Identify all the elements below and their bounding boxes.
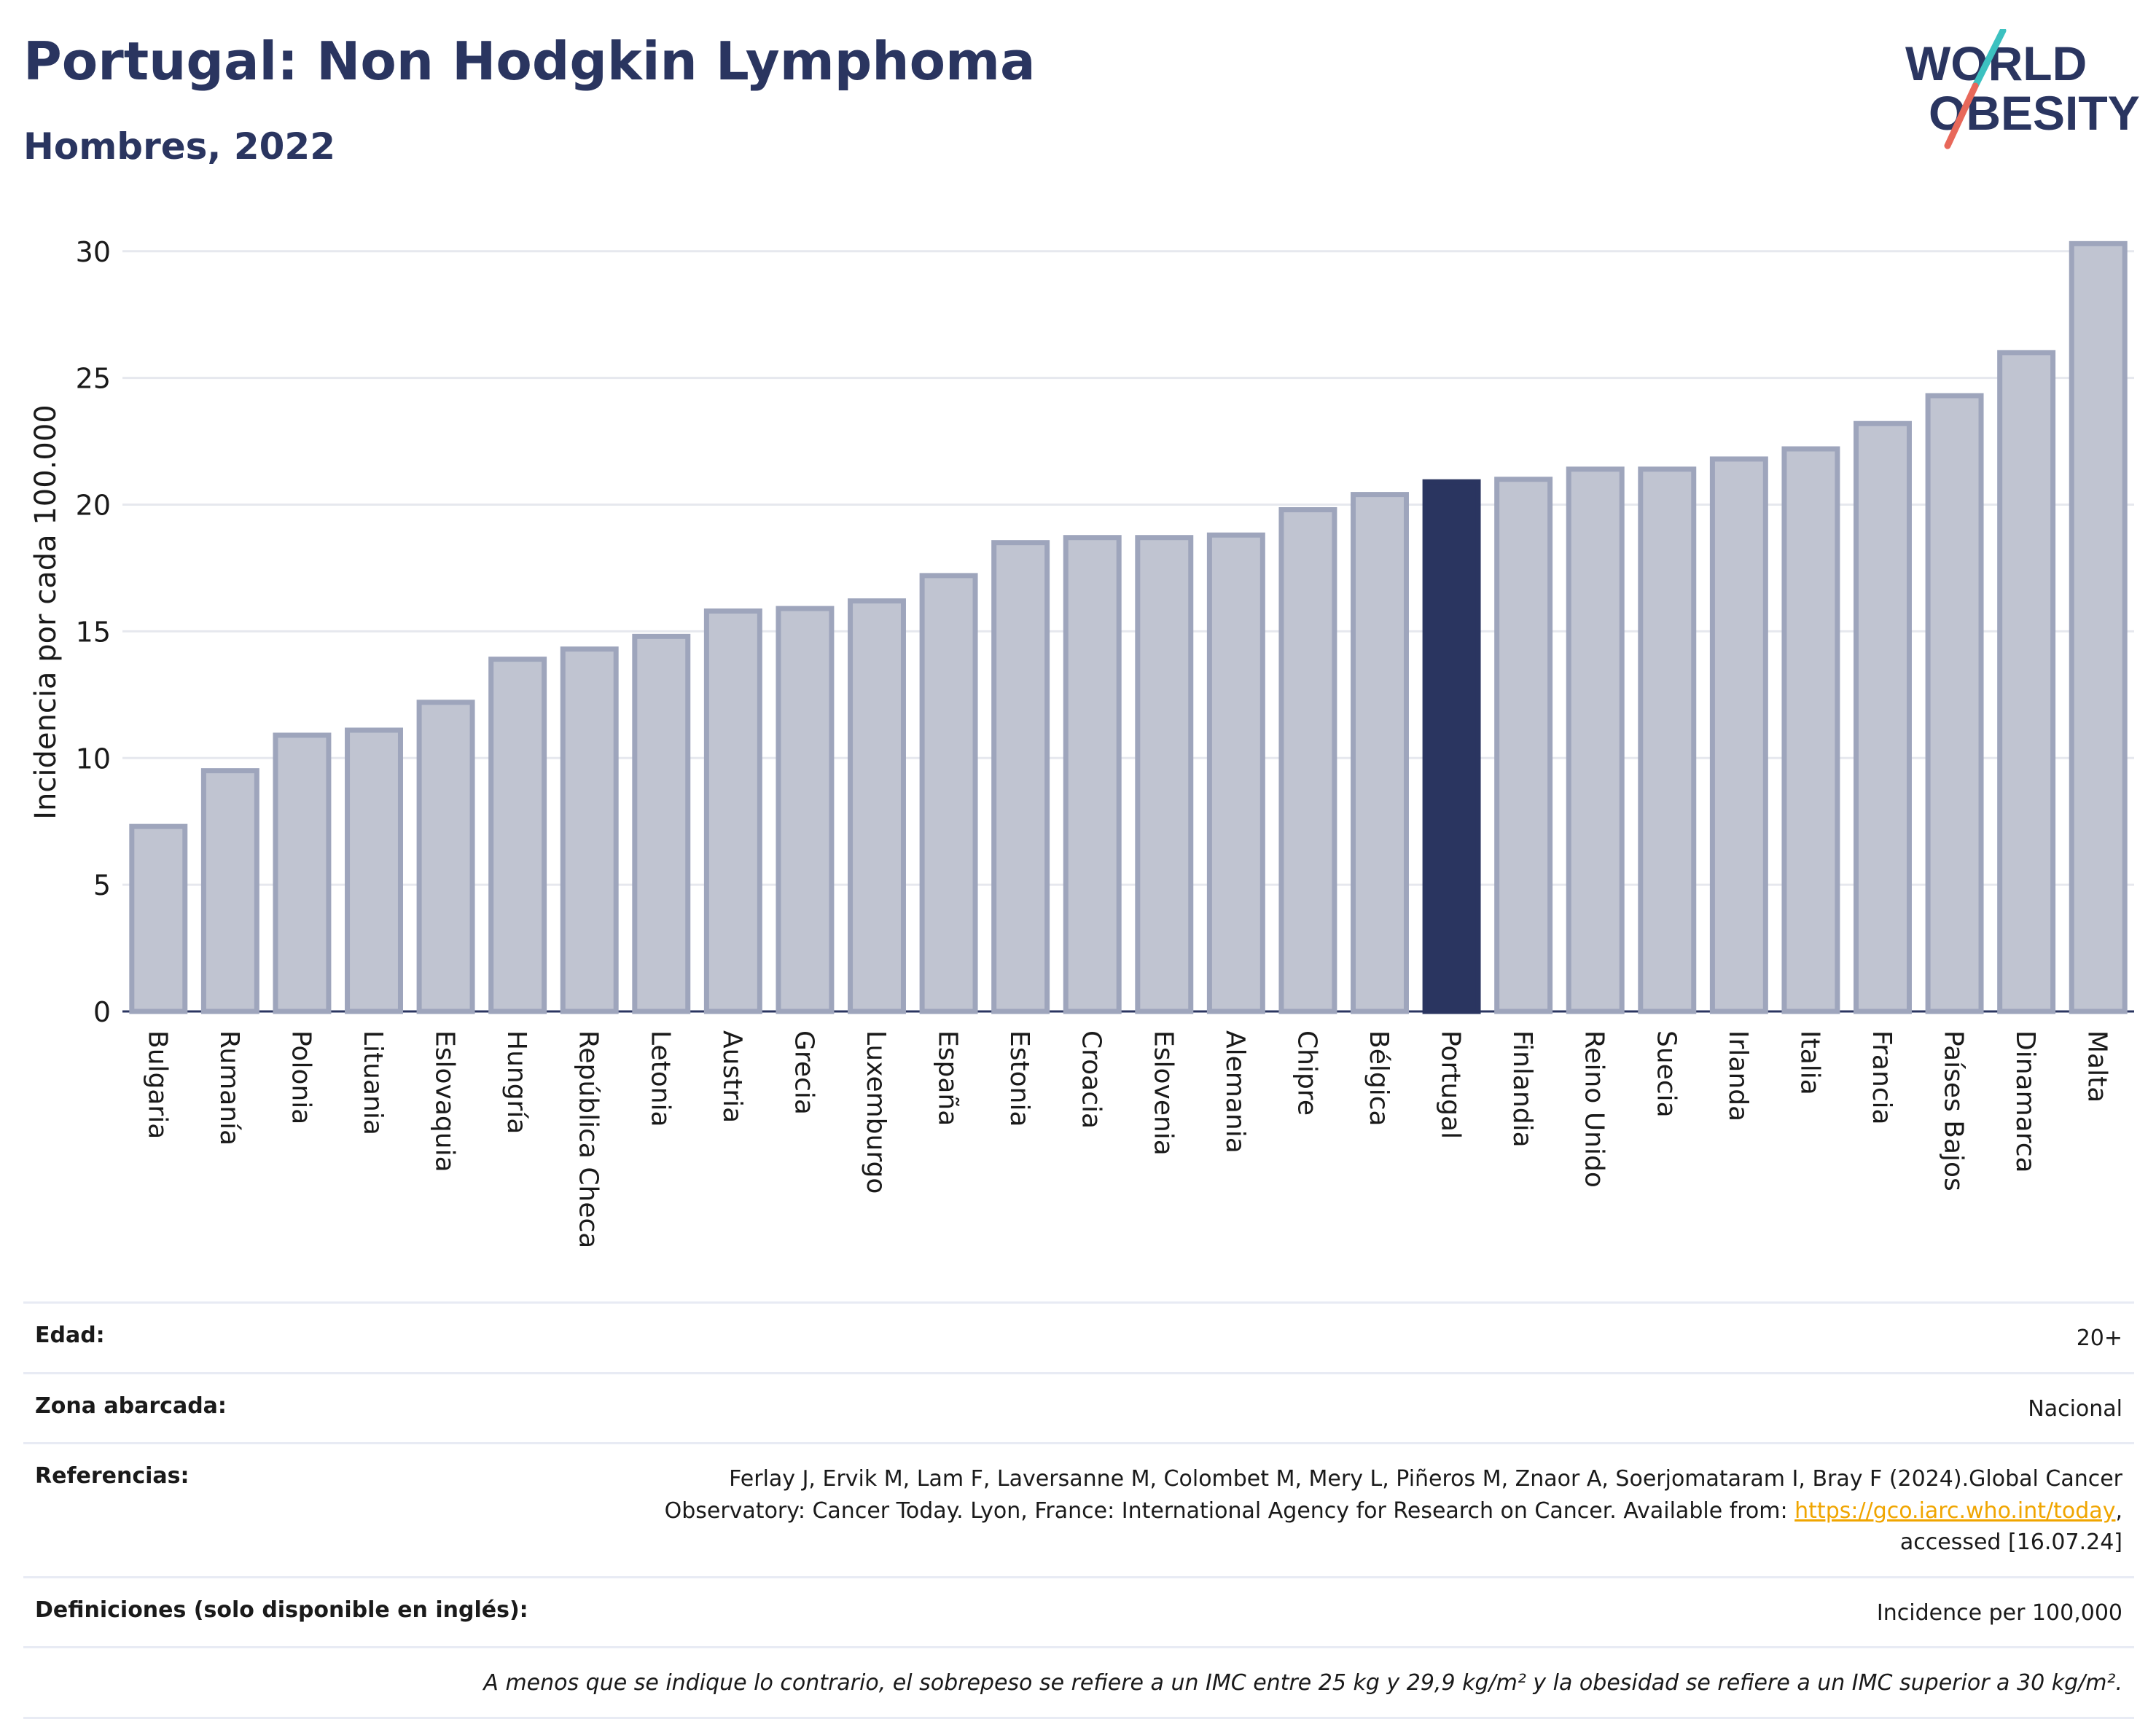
y-tick-label: 0 [93, 996, 111, 1028]
x-tick-label: Dinamarca [2010, 1030, 2040, 1173]
x-tick-label: Chipre [1292, 1030, 1321, 1116]
y-tick-label: 5 [93, 869, 111, 901]
obesity-note: A menos que se indique lo contrario, el … [483, 1670, 2122, 1696]
metadata-table: Edad: 20+ Zona abarcada: Nacional Refere… [23, 1301, 2134, 1719]
meta-row-references: Referencias: Ferlay J, Ervik M, Lam F, L… [23, 1442, 2134, 1576]
page-subtitle: Hombres, 2022 [23, 125, 335, 168]
x-tick-label: Lituania [358, 1030, 388, 1135]
x-tick-label: Estonia [1004, 1030, 1034, 1127]
meta-row-definitions: Definiciones (solo disponible en inglés)… [23, 1575, 2134, 1647]
x-tick-label: Suecia [1651, 1030, 1681, 1118]
bar-reino-unido [1566, 466, 1625, 1014]
x-tick-label: Eslovaquia [430, 1030, 460, 1172]
bar-italia [1781, 446, 1840, 1014]
x-tick-label: Malta [2082, 1030, 2112, 1103]
x-tick-label: Alemania [1220, 1030, 1250, 1154]
x-tick-label: Países Bajos [1939, 1030, 1969, 1191]
bar-irlanda [1709, 456, 1768, 1014]
bar-portugal [1422, 479, 1481, 1014]
bar-polonia [273, 732, 332, 1014]
definitions-label: Definiciones (solo disponible en inglés)… [35, 1597, 528, 1623]
bar-francia [1854, 420, 1912, 1014]
bar-españa [919, 573, 978, 1014]
reference-line-2: Observatory: Cancer Today. Lyon, France:… [664, 1497, 1788, 1524]
bar-estonia [991, 540, 1050, 1014]
bar-eslovaquia [416, 700, 475, 1014]
bar-chipre [1278, 506, 1337, 1014]
age-value: 20+ [2076, 1326, 2122, 1351]
references-label: Referencias: [35, 1463, 190, 1489]
x-tick-label: Italia [1794, 1030, 1824, 1095]
y-tick-label: 15 [76, 616, 111, 648]
bar-letonia [632, 633, 691, 1014]
meta-row-area: Zona abarcada: Nacional [23, 1371, 2134, 1443]
world-obesity-logo: WORLD OBESITY [1905, 29, 2140, 149]
bar-hungría [488, 657, 547, 1014]
y-tick-label: 30 [76, 236, 111, 268]
x-tick-label: Rumanía [214, 1030, 244, 1146]
x-tick-label: República Checa [574, 1030, 604, 1248]
x-tick-label: Austria [717, 1030, 747, 1123]
y-tick-label: 25 [76, 363, 111, 395]
bar-malta [2069, 240, 2128, 1014]
references-value: Ferlay J, Ervik M, Lam F, Laversanne M, … [664, 1466, 2122, 1555]
y-tick-label: 20 [76, 490, 111, 522]
x-tick-label: Letonia [645, 1030, 675, 1127]
bar-grecia [776, 606, 835, 1014]
x-tick-label: Irlanda [1723, 1030, 1753, 1121]
reference-link[interactable]: https://gco.iarc.who.int/today [1794, 1497, 2116, 1524]
page-title: Portugal: Non Hodgkin Lymphoma [23, 31, 1036, 92]
area-value: Nacional [2028, 1395, 2122, 1422]
x-tick-label: Portugal [1436, 1030, 1466, 1139]
bar-rumanía [200, 768, 259, 1014]
age-label: Edad: [35, 1323, 105, 1348]
reference-line-3: accessed [16.07.24] [1899, 1530, 2122, 1555]
bar-luxemburgo [848, 598, 906, 1014]
bar-eslovenia [1135, 535, 1194, 1014]
bar-dinamarca [1997, 350, 2056, 1014]
x-tick-label: Francia [1867, 1030, 1897, 1125]
y-tick-label: 10 [76, 743, 111, 775]
x-tick-label: Finlandia [1507, 1030, 1537, 1148]
x-tick-label: Bélgica [1364, 1030, 1394, 1127]
bar-países-bajos [1925, 393, 1984, 1014]
area-label: Zona abarcada: [35, 1393, 227, 1419]
reference-line-1: Ferlay J, Ervik M, Lam F, Laversanne M, … [729, 1466, 2122, 1492]
bar-suecia [1638, 466, 1697, 1014]
bar-croacia [1063, 535, 1122, 1014]
x-tick-label: Reino Unido [1579, 1030, 1609, 1188]
x-tick-label: Polonia [286, 1030, 316, 1124]
x-tick-label: Grecia [789, 1030, 819, 1115]
bar-chart: 0 5 10 15 20 25 30 Bulgaria Rumanía Polonia Litua… [29, 236, 2134, 1248]
bar-finlandia [1494, 477, 1553, 1014]
x-tick-label: Hungría [501, 1030, 531, 1134]
bar-alemania [1206, 532, 1265, 1014]
bar-austria [703, 608, 762, 1014]
bar-república-checa [560, 646, 619, 1014]
definitions-value: Incidence per 100,000 [1876, 1599, 2122, 1626]
x-tick-label: Eslovenia [1148, 1030, 1178, 1156]
bar-bulgaria [129, 823, 188, 1014]
meta-row-age: Edad: 20+ [23, 1301, 2134, 1372]
bar-lituania [345, 727, 403, 1014]
x-tick-label: Bulgaria [142, 1030, 172, 1139]
y-axis-label: Incidencia por cada 100.000 [29, 404, 63, 820]
meta-row-note: A menos que se indique lo contrario, el … [23, 1646, 2134, 1719]
bar-bélgica [1351, 492, 1409, 1014]
x-tick-label: Luxemburgo [861, 1030, 891, 1194]
x-tick-label: Croacia [1077, 1030, 1106, 1129]
x-tick-label: España [933, 1030, 963, 1126]
